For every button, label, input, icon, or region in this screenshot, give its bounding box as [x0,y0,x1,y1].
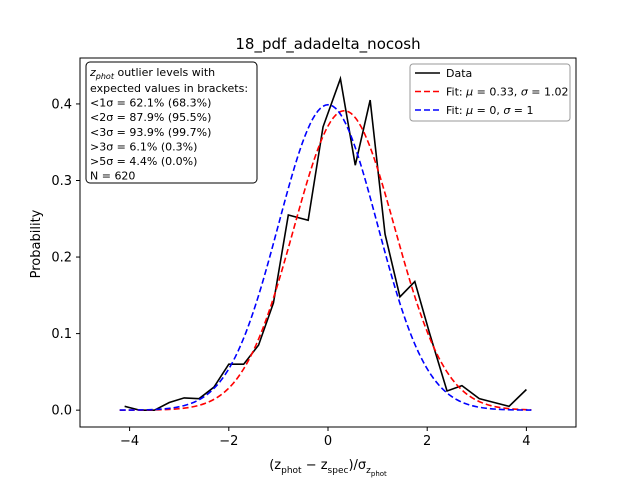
x-axis-label-part: phot [281,466,302,476]
series-line-0 [124,75,527,411]
legend-label-part: μ [465,86,473,99]
stats-title-sub: phot [95,72,115,81]
legend-label-part: Fit: [446,86,466,99]
series-line-2 [119,103,532,411]
y-tick-label: 0.4 [51,97,72,112]
stats-title-rest: outlier levels with [114,66,215,79]
legend-label-part: = 1.02 [528,86,569,99]
series-line-1 [119,109,532,411]
legend-box [409,63,571,122]
x-axis-label-part: − z [302,458,328,473]
y-tick-label: 0.1 [51,327,72,342]
legend-label-1: Fit: μ = 0.33, σ = 1.02 [446,86,569,99]
x-axis-label-part: spec [328,466,349,476]
x-tick-label: 2 [423,434,431,449]
stats-title: zphot outlier levels with [89,66,215,81]
x-axis-label: (zphot − zspec)/σzphot [269,458,387,478]
x-tick-label: −4 [120,434,139,449]
series-group [119,75,532,411]
stats-line: >5σ = 4.4% (0.0%) [90,155,197,168]
y-tick-label: 0.2 [51,251,72,266]
x-tick-label: 4 [522,434,530,449]
legend-label-2: Fit: μ = 0, σ = 1 [446,104,534,117]
stats-line: <2σ = 87.9% (95.5%) [90,111,211,124]
stats-line: <3σ = 93.9% (99.7%) [90,126,211,139]
y-axis-label: Probability [29,209,44,278]
chart-title: 18_pdf_adadelta_nocosh [235,35,420,54]
x-axis-label-part: )/σ [348,458,366,473]
stats-line: <1σ = 62.1% (68.3%) [90,97,211,110]
stats-line: expected values in brackets: [90,82,248,95]
legend-label-part: = 0.33, [473,86,521,99]
legend-label-part: σ [521,86,529,99]
legend-label-part: = 0, [473,104,503,117]
y-tick-label: 0.0 [51,404,72,419]
x-axis-label-part: z [366,466,371,476]
x-axis-label-part: phot [371,470,387,478]
x-tick-label: 0 [324,434,332,449]
legend-label-part: = 1 [510,104,533,117]
x-axis-label-part: (z [269,458,281,473]
x-tick-label: −2 [219,434,238,449]
legend-label-part: Fit: [446,104,466,117]
stats-line: >3σ = 6.1% (0.3%) [90,140,197,153]
stats-line: N = 620 [90,170,135,183]
stats-box [85,61,258,184]
y-tick-label: 0.3 [51,174,72,189]
legend-label-part: σ [503,104,511,117]
legend-label-part: μ [465,104,473,117]
stats-title-sym: z [89,66,96,79]
legend-label-0: Data [446,67,472,80]
